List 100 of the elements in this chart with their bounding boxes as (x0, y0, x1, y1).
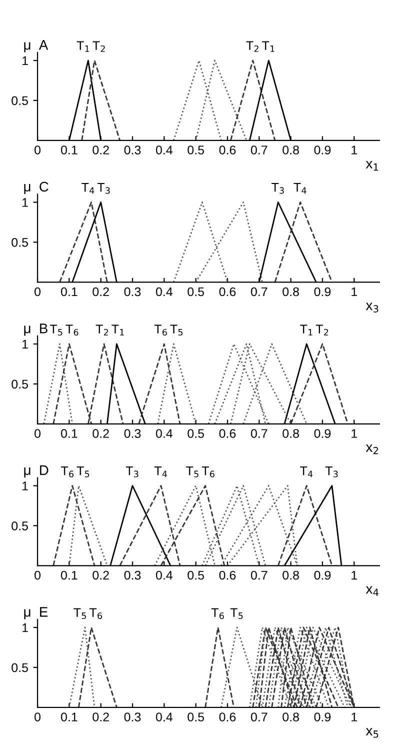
x-tick-label: 1 (352, 570, 358, 580)
x-tick-label: 0.9 (314, 712, 331, 722)
x-tick-label: 0 (34, 712, 41, 722)
series-label: T$_{5}$ (230, 608, 243, 620)
x-tick-label: 0.4 (156, 429, 172, 438)
x-tick-label: 0.1 (60, 287, 78, 296)
x-tick-label: 0.2 (92, 429, 109, 438)
y-tick-label: 0.5 (12, 521, 28, 530)
y-tick-label: 0.5 (12, 238, 28, 247)
y-tick-label: 1 (22, 340, 28, 349)
chart-title: B (40, 324, 48, 334)
series-label: T$_{4}$ (154, 466, 167, 478)
x-tick-label: 0.3 (124, 712, 141, 722)
x-tick-label: 0.4 (156, 287, 172, 296)
chart-title: A (38, 40, 48, 50)
x-tick-label: 0.8 (282, 146, 299, 154)
series-label: T$_{3}$ (272, 183, 284, 194)
series-label: T$_{1}$ (76, 41, 90, 52)
series-label: T$_{2}$ (246, 41, 258, 52)
x-tick-label: 1 (352, 146, 358, 154)
x-axis-title: x$_{5}$ (366, 728, 378, 738)
x-tick-label: 0.2 (92, 146, 109, 154)
x-tick-label: 0.8 (282, 287, 299, 296)
x-tick-label: 1 (352, 287, 358, 296)
x-tick-label: 0.2 (92, 712, 109, 722)
series-label: T$_{3}$ (97, 183, 110, 194)
x-tick-label: 0.8 (282, 429, 299, 438)
x-tick-label: 0.1 (60, 146, 78, 154)
y-axis-title: μ (24, 609, 30, 620)
x-axis-title: x$_{4}$ (366, 586, 378, 596)
series-label: T$_{4}$ (82, 183, 94, 194)
x-tick-label: 0.1 (60, 570, 78, 580)
x-axis-title: x$_{1}$ (366, 160, 378, 171)
x-tick-label: 0.6 (219, 429, 236, 438)
y-axis-title: μ (24, 326, 30, 336)
y-tick-label: 1 (22, 482, 28, 490)
x-tick-label: 0.7 (250, 287, 268, 296)
series-label: T$_{6}$ (154, 324, 167, 336)
series-label: T$_{4}$ (300, 466, 313, 478)
x-tick-label: 0.9 (314, 146, 331, 154)
chart-title: E (40, 607, 48, 617)
x-tick-label: 0.3 (124, 570, 141, 580)
series-label: T$_{3}$ (126, 466, 138, 478)
y-tick-label: 1 (22, 198, 28, 207)
x-tick-label: 0.4 (156, 146, 172, 154)
x-tick-label: 0.7 (250, 146, 268, 154)
y-tick-label: 1 (22, 56, 28, 66)
x-tick-label: 0.3 (124, 287, 141, 296)
series-label: T$_{1}$ (262, 41, 274, 52)
y-axis-title: μ (24, 468, 30, 478)
x-tick-label: 0.4 (156, 712, 172, 722)
x-tick-label: 1 (352, 429, 358, 438)
x-tick-label: 0.9 (314, 429, 331, 438)
series-label: T$_{3}$ (325, 466, 338, 478)
series-label: T$_{6}$ (202, 466, 214, 478)
x-tick-label: 0.5 (188, 570, 204, 580)
series-label: T$_{5}$ (74, 608, 86, 620)
x-tick-label: 0.5 (188, 429, 204, 438)
series-label: T$_{1}$ (300, 324, 312, 336)
series-label: T$_{5}$ (76, 466, 90, 478)
y-tick-label: 0.5 (12, 96, 28, 106)
series-label: T$_{5}$ (170, 324, 183, 336)
x-tick-label: 0.5 (188, 712, 204, 722)
x-tick-label: 0.5 (188, 146, 204, 154)
x-tick-label: 0.6 (219, 712, 236, 722)
y-axis-title: μ (24, 184, 30, 194)
series-label: T$_{2}$ (92, 41, 105, 52)
x-tick-label: 0.9 (314, 287, 331, 296)
x-tick-label: 0 (34, 570, 41, 580)
series-label: T$_{6}$ (211, 608, 224, 620)
series-label: T$_{2}$ (96, 324, 108, 336)
x-tick-label: 0.4 (156, 570, 172, 580)
series-label: T$_{5}$ (50, 324, 62, 336)
x-tick-label: 0.8 (282, 712, 299, 722)
x-axis-title: x$_{2}$ (366, 444, 378, 454)
series-label: T$_{2}$ (316, 324, 328, 336)
x-tick-label: 0.7 (250, 570, 268, 580)
x-tick-label: 0.2 (92, 570, 109, 580)
y-tick-label: 0.5 (12, 663, 28, 672)
x-tick-label: 0.6 (219, 570, 236, 580)
series-label: T$_{1}$ (112, 324, 124, 336)
series-label: T$_{4}$ (294, 183, 306, 194)
x-tick-label: 0.3 (124, 146, 141, 154)
x-tick-label: 0.6 (219, 287, 236, 296)
x-axis-title: x$_{3}$ (366, 302, 378, 312)
x-tick-label: 0.9 (314, 570, 331, 580)
series-label: T$_{6}$ (66, 324, 78, 336)
y-tick-label: 0.5 (12, 380, 28, 389)
chart-title: D (40, 465, 48, 475)
x-tick-label: 0.2 (92, 287, 109, 296)
x-tick-label: 0.7 (250, 429, 268, 438)
x-tick-label: 0 (34, 429, 41, 438)
y-axis-title: μ (24, 42, 30, 52)
x-tick-label: 0.1 (60, 429, 78, 438)
x-tick-label: 0.3 (124, 429, 141, 438)
x-tick-label: 0 (34, 287, 41, 296)
x-tick-label: 0.7 (250, 712, 268, 722)
x-tick-label: 0.5 (188, 287, 204, 296)
x-tick-label: 0.6 (219, 146, 236, 154)
chart-title: C (40, 182, 48, 192)
